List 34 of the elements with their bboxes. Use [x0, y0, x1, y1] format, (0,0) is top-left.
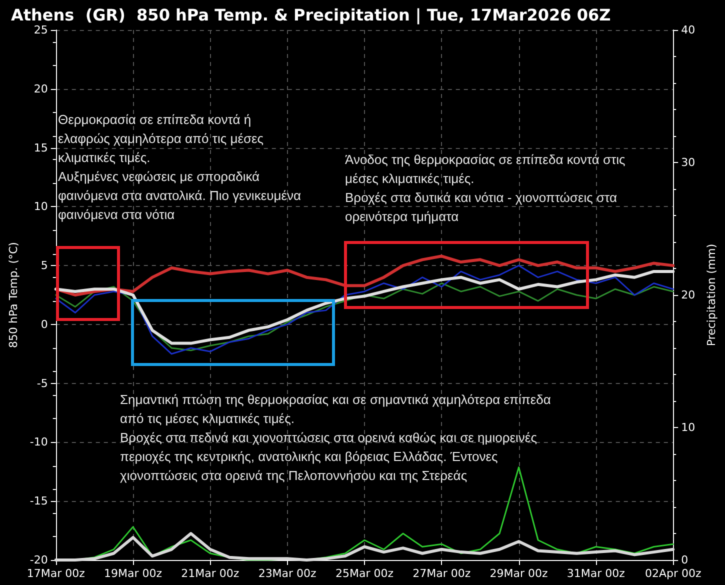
- y-tick-label: -15: [30, 494, 48, 508]
- x-tick-label: 31Mar 00z: [566, 567, 626, 580]
- y2-tick-label: 20: [681, 288, 696, 302]
- y-tick-label: -20: [30, 554, 48, 566]
- line-series: [54, 254, 675, 296]
- y2-tick-label: 10: [681, 421, 696, 434]
- x-tick-label: 27Mar 00z: [412, 567, 471, 580]
- y2-tick-label: 30: [681, 156, 696, 169]
- chart-title: Athens (GR) 850 hPa Temp. & Precipitation | Tue, 17Mar2026 06Z: [11, 6, 611, 24]
- y-tick-label: 0: [40, 318, 48, 331]
- x-tick-label: 19Mar 00z: [104, 567, 162, 580]
- x-tick-label: 23Mar 00z: [258, 567, 317, 580]
- annotation: Άνοδος της θερμοκρασίας σε επίπεδα κοντά στις μέσες κλιματικές τιμές. Βροχές στα δυτικά και νότια - χιονοπτώσεις στα ορεινότερα τμήματα: [345, 151, 626, 226]
- y2-axis-title: Precipitation (mm): [705, 244, 718, 346]
- y-tick-label: 10: [34, 200, 48, 214]
- y-tick-label: 5: [40, 259, 48, 272]
- line-series: [55, 264, 674, 355]
- x-tick-label: 25Mar 00z: [335, 567, 394, 580]
- y-tick-label: -5: [36, 376, 48, 390]
- y-tick-label: -10: [30, 436, 48, 449]
- y2-tick-label: 0: [681, 554, 688, 566]
- x-tick-label: 17Mar 00z: [26, 567, 86, 580]
- line-series: [54, 270, 675, 345]
- x-tick-label: 21Mar 00z: [181, 567, 240, 580]
- annotation: Σημαντική πτώση της θερμοκρασίας και σε σημαντικά χαμηλότερα επίπεδα από τις μέσες κλιματικές τιμές. Βροχές στα πεδινά και χιονοπτώσεις στα ορεινά καθώς και σε ημιορεινές περιοχές της κεντρικής, ανατολικής και βόρειας Ελλάδας. Έντονες χιονοπτώσεις στα ορεινά της Πελοποννήσου και της Στερεάς: [120, 391, 552, 485]
- x-tick-label: 29Mar 00z: [490, 567, 548, 580]
- y-tick-label: 15: [34, 141, 48, 154]
- x-tick-label: 02Apr 00z: [644, 567, 702, 580]
- y-tick-label: 25: [34, 24, 48, 36]
- y-tick-label: 20: [34, 82, 48, 96]
- annotation: Θερμοκρασία σε επίπεδα κοντά ή ελαφρώς χαμηλότερα από τις μέσες κλιματικές τιμές. Αυξημένες νεφώσεις με σποραδικά φαινόμενα στα ανατολικά. Πιο γενικευμένα φαινόμενα στα νότια: [58, 111, 302, 224]
- y-axis-title: 850 hPa Temp. (°C): [7, 242, 20, 348]
- line-series: [55, 282, 674, 352]
- y2-tick-label: 40: [681, 24, 696, 36]
